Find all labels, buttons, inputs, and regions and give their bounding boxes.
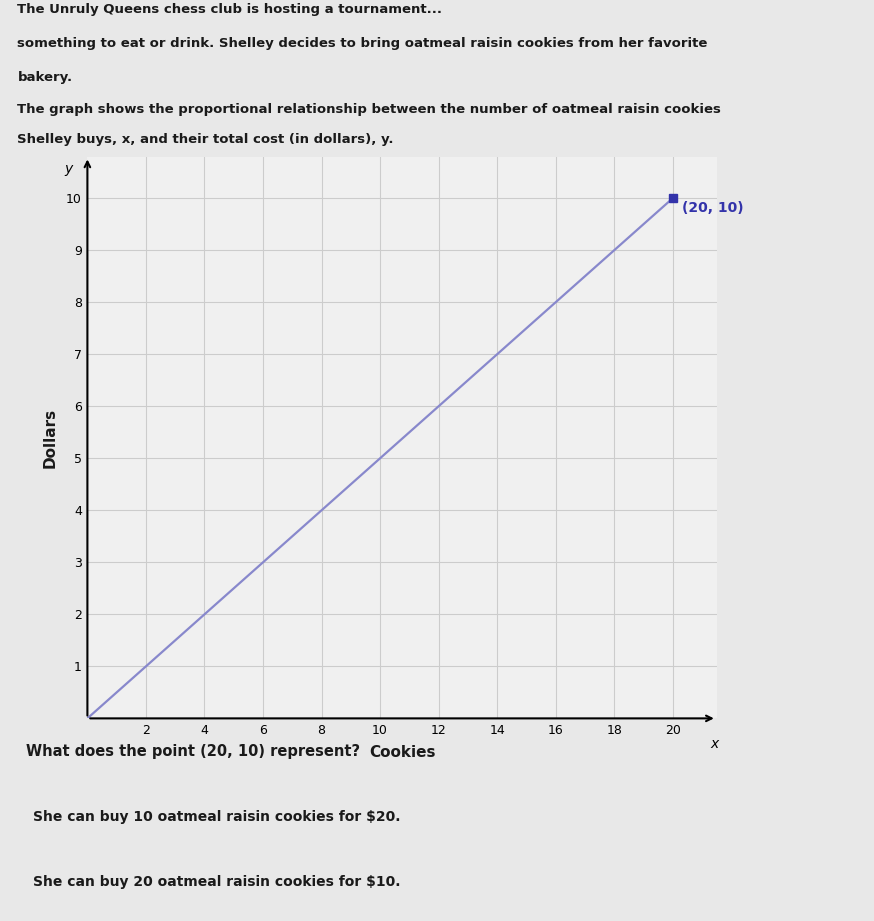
Text: What does the point (20, 10) represent?: What does the point (20, 10) represent? xyxy=(26,744,360,759)
Text: (20, 10): (20, 10) xyxy=(682,201,743,215)
Text: bakery.: bakery. xyxy=(17,71,73,84)
Text: y: y xyxy=(65,162,73,176)
Text: something to eat or drink. Shelley decides to bring oatmeal raisin cookies from : something to eat or drink. Shelley decid… xyxy=(17,37,708,50)
Y-axis label: Dollars: Dollars xyxy=(43,407,58,468)
X-axis label: Cookies: Cookies xyxy=(369,745,435,760)
Text: She can buy 10 oatmeal raisin cookies for $20.: She can buy 10 oatmeal raisin cookies fo… xyxy=(33,810,400,824)
Text: The Unruly Queens chess club is hosting a tournament...: The Unruly Queens chess club is hosting … xyxy=(17,3,442,16)
Text: x: x xyxy=(711,737,718,751)
Text: She can buy 20 oatmeal raisin cookies for $10.: She can buy 20 oatmeal raisin cookies fo… xyxy=(33,875,400,889)
Text: Shelley buys, x, and their total cost (in dollars), y.: Shelley buys, x, and their total cost (i… xyxy=(17,133,394,146)
Text: The graph shows the proportional relationship between the number of oatmeal rais: The graph shows the proportional relatio… xyxy=(17,103,721,116)
